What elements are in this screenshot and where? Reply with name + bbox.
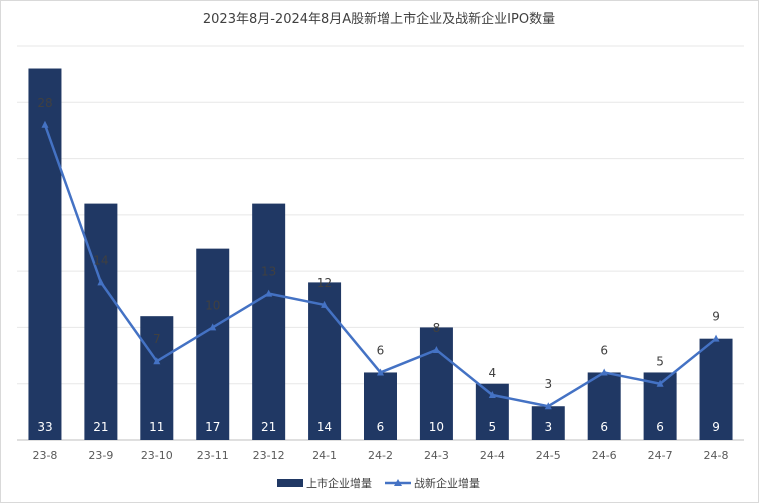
line-point-marker [656,379,664,387]
bar-value-label: 3 [544,420,552,434]
line-point-marker [321,300,329,308]
line-point-marker [488,390,496,398]
chart-title: 2023年8月-2024年8月A股新增上市企业及战新企业IPO数量 [203,11,555,27]
bar-value-label: 9 [712,420,720,434]
line-point-marker [600,368,608,376]
x-tick-label: 23-12 [253,449,285,462]
line-value-label: 8 [433,321,441,335]
bar [364,372,397,440]
x-tick-label: 23-10 [141,449,173,462]
bar [587,372,621,440]
bar-value-label: 17 [205,420,220,434]
legend-bar-label: 上市企业增量 [306,476,372,490]
line-data-labels: 28 14 7 10 13 12 6 8 4 3 6 5 9 [37,96,720,391]
line-value-label: 3 [544,377,552,391]
bar [140,316,174,440]
bar-value-label: 21 [261,420,276,434]
line-point-marker [97,278,105,286]
x-tick-label: 24-2 [368,449,393,462]
x-axis-tick-labels: 23-8 23-9 23-10 23-11 23-12 24-1 24-2 24-3 24-4 2… [32,449,728,462]
bar-data-labels: 33 21 11 17 21 14 6 10 5 3 6 6 9 [37,420,720,434]
line-point-marker [544,402,552,410]
legend: 上市企业增量 战新企业增量 [277,476,480,490]
bar-value-label: 6 [377,420,385,434]
bar [531,406,565,440]
bar-value-label: 33 [37,420,52,434]
bar-value-label: 10 [429,420,444,434]
line-value-label: 12 [317,276,332,290]
x-tick-label: 23-9 [88,449,113,462]
line-value-label: 14 [93,253,108,267]
bar [196,248,230,440]
gridlines [17,45,744,441]
x-tick-label: 24-1 [312,449,337,462]
legend-triangle-marker-icon [394,479,402,486]
x-tick-label: 24-3 [424,449,449,462]
bar-value-label: 21 [93,420,108,434]
line-value-label: 28 [37,96,52,110]
line-value-label: 9 [712,310,720,324]
line-value-label: 6 [377,343,385,357]
line-value-label: 13 [261,265,276,279]
line-value-label: 6 [600,343,608,357]
bar-value-label: 6 [600,420,608,434]
x-tick-label: 23-11 [197,449,229,462]
legend-line-label: 战新企业增量 [414,476,480,490]
bar [84,203,118,440]
line-point-marker [377,368,384,376]
bar-value-label: 14 [317,420,332,434]
x-tick-label: 24-7 [648,449,673,462]
line-point-marker [265,289,273,297]
bar [252,203,286,440]
bar-value-label: 5 [489,420,497,434]
line-value-label: 7 [153,332,161,346]
bar [28,68,62,440]
bar-value-label: 6 [656,420,664,434]
legend-bar-swatch [277,479,303,487]
x-tick-label: 24-4 [480,449,505,462]
line-point-marker [209,323,217,331]
line-point-marker [432,345,440,353]
line-point-marker [41,120,49,128]
line-value-label: 4 [489,366,497,380]
line-value-label: 5 [656,355,664,369]
line-value-label: 10 [205,298,220,312]
line-point-marker [712,334,720,342]
x-tick-label: 24-8 [704,449,729,462]
line-point-marker [153,357,161,365]
bar [308,282,342,440]
bar-series [28,68,733,440]
bar-value-label: 11 [149,420,164,434]
bar [699,338,733,440]
x-tick-label: 24-6 [592,449,617,462]
x-tick-label: 23-8 [32,449,57,462]
x-tick-label: 24-5 [536,449,561,462]
line-series [41,120,720,410]
